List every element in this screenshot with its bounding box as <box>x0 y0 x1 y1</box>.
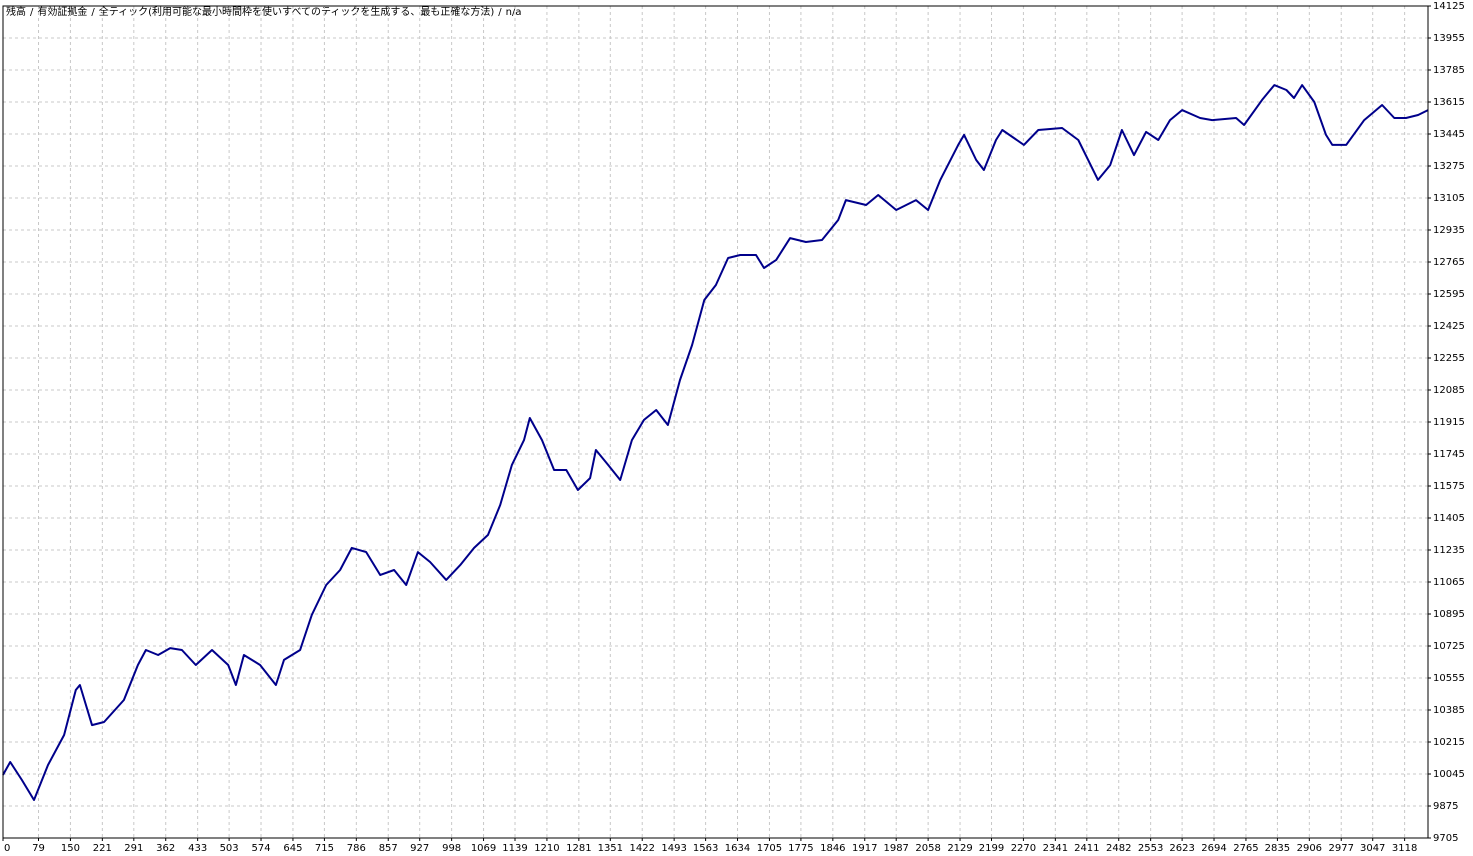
x-tick-label: 1139 <box>502 843 527 854</box>
x-tick-label: 79 <box>32 843 45 854</box>
x-tick-label: 1422 <box>630 843 655 854</box>
balance-line <box>2 84 1429 801</box>
y-tick-label: 12425 <box>1433 321 1465 332</box>
x-tick-label: 645 <box>283 843 302 854</box>
x-tick-label: 1987 <box>883 843 908 854</box>
x-tick-label: 2553 <box>1138 843 1163 854</box>
y-tick-label: 10895 <box>1433 609 1465 620</box>
y-tick-label: 12595 <box>1433 289 1465 300</box>
y-tick-label: 11915 <box>1433 417 1465 428</box>
y-tick-label: 12935 <box>1433 225 1465 236</box>
x-tick-label: 1917 <box>852 843 877 854</box>
x-tick-label: 362 <box>156 843 175 854</box>
y-tick-label: 12085 <box>1433 385 1465 396</box>
x-tick-label: 2906 <box>1297 843 1322 854</box>
x-tick-label: 3118 <box>1392 843 1417 854</box>
x-tick-label: 1634 <box>725 843 750 854</box>
x-tick-label: 2765 <box>1233 843 1258 854</box>
header-separator: / <box>91 7 95 18</box>
header-item: 全ティック(利用可能な最小時間枠を使いすべてのティックを生成する、最も正確な方法… <box>99 5 495 18</box>
x-tick-label: 150 <box>61 843 80 854</box>
x-tick-label: 927 <box>410 843 429 854</box>
header-item: 有効証拠金 <box>37 5 87 18</box>
x-tick-label: 2341 <box>1043 843 1068 854</box>
header-item: n/a <box>506 7 522 18</box>
y-tick-label: 11065 <box>1433 577 1465 588</box>
y-tick-label: 11575 <box>1433 481 1465 492</box>
x-tick-label: 2482 <box>1106 843 1131 854</box>
series <box>2 84 1429 801</box>
x-tick-label: 2623 <box>1169 843 1194 854</box>
y-tick-label: 10045 <box>1433 769 1465 780</box>
header-item: 残高 <box>6 5 26 18</box>
x-tick-label: 221 <box>93 843 112 854</box>
grid <box>2 5 1428 839</box>
y-tick-label: 13105 <box>1433 193 1465 204</box>
x-tick-label: 2199 <box>979 843 1004 854</box>
x-tick-label: 2129 <box>947 843 972 854</box>
x-tick-label: 1281 <box>566 843 591 854</box>
y-tick-label: 10385 <box>1433 705 1465 716</box>
y-tick-label: 9705 <box>1433 833 1458 844</box>
y-tick-label: 13785 <box>1433 65 1465 76</box>
x-tick-label: 1846 <box>820 843 845 854</box>
y-tick-label: 13955 <box>1433 33 1465 44</box>
x-tick-label: 1493 <box>661 843 686 854</box>
x-tick-label: 1069 <box>471 843 496 854</box>
x-tick-label: 998 <box>442 843 461 854</box>
y-tick-label: 13275 <box>1433 161 1465 172</box>
x-tick-label: 1210 <box>534 843 559 854</box>
x-tick-label: 433 <box>188 843 207 854</box>
y-tick-label: 9875 <box>1433 801 1458 812</box>
y-tick-label: 11745 <box>1433 449 1465 460</box>
y-tick-label: 11405 <box>1433 513 1465 524</box>
header: 残高 / 有効証拠金 / 全ティック(利用可能な最小時間枠を使いすべてのティックを生成す… <box>6 5 521 18</box>
x-tick-label: 1775 <box>788 843 813 854</box>
x-tick-label: 786 <box>347 843 366 854</box>
y-tick-label: 12765 <box>1433 257 1465 268</box>
x-tick-label: 2694 <box>1201 843 1226 854</box>
x-tick-label: 2977 <box>1329 843 1354 854</box>
x-tick-label: 0 <box>4 843 10 854</box>
y-tick-label: 13615 <box>1433 97 1465 108</box>
y-tick-label: 14125 <box>1433 1 1465 12</box>
x-tick-label: 2411 <box>1074 843 1099 854</box>
y-tick-label: 10215 <box>1433 737 1465 748</box>
x-tick-label: 3047 <box>1360 843 1385 854</box>
y-tick-label: 11235 <box>1433 545 1465 556</box>
header-separator: / <box>30 7 34 18</box>
x-tick-label: 2270 <box>1011 843 1036 854</box>
x-tick-label: 1705 <box>757 843 782 854</box>
x-tick-label: 2058 <box>915 843 940 854</box>
x-tick-label: 2835 <box>1265 843 1290 854</box>
header-separator: / <box>498 7 502 18</box>
y-tick-label: 10555 <box>1433 673 1465 684</box>
x-tick-label: 857 <box>379 843 398 854</box>
x-tick-label: 715 <box>315 843 334 854</box>
y-tick-label: 12255 <box>1433 353 1465 364</box>
x-tick-label: 503 <box>220 843 239 854</box>
x-tick-label: 1351 <box>598 843 623 854</box>
y-tick-label: 10725 <box>1433 641 1465 652</box>
x-tick-label: 291 <box>124 843 143 854</box>
y-tick-label: 13445 <box>1433 129 1465 140</box>
x-tick-label: 574 <box>251 843 270 854</box>
x-tick-label: 1563 <box>693 843 718 854</box>
